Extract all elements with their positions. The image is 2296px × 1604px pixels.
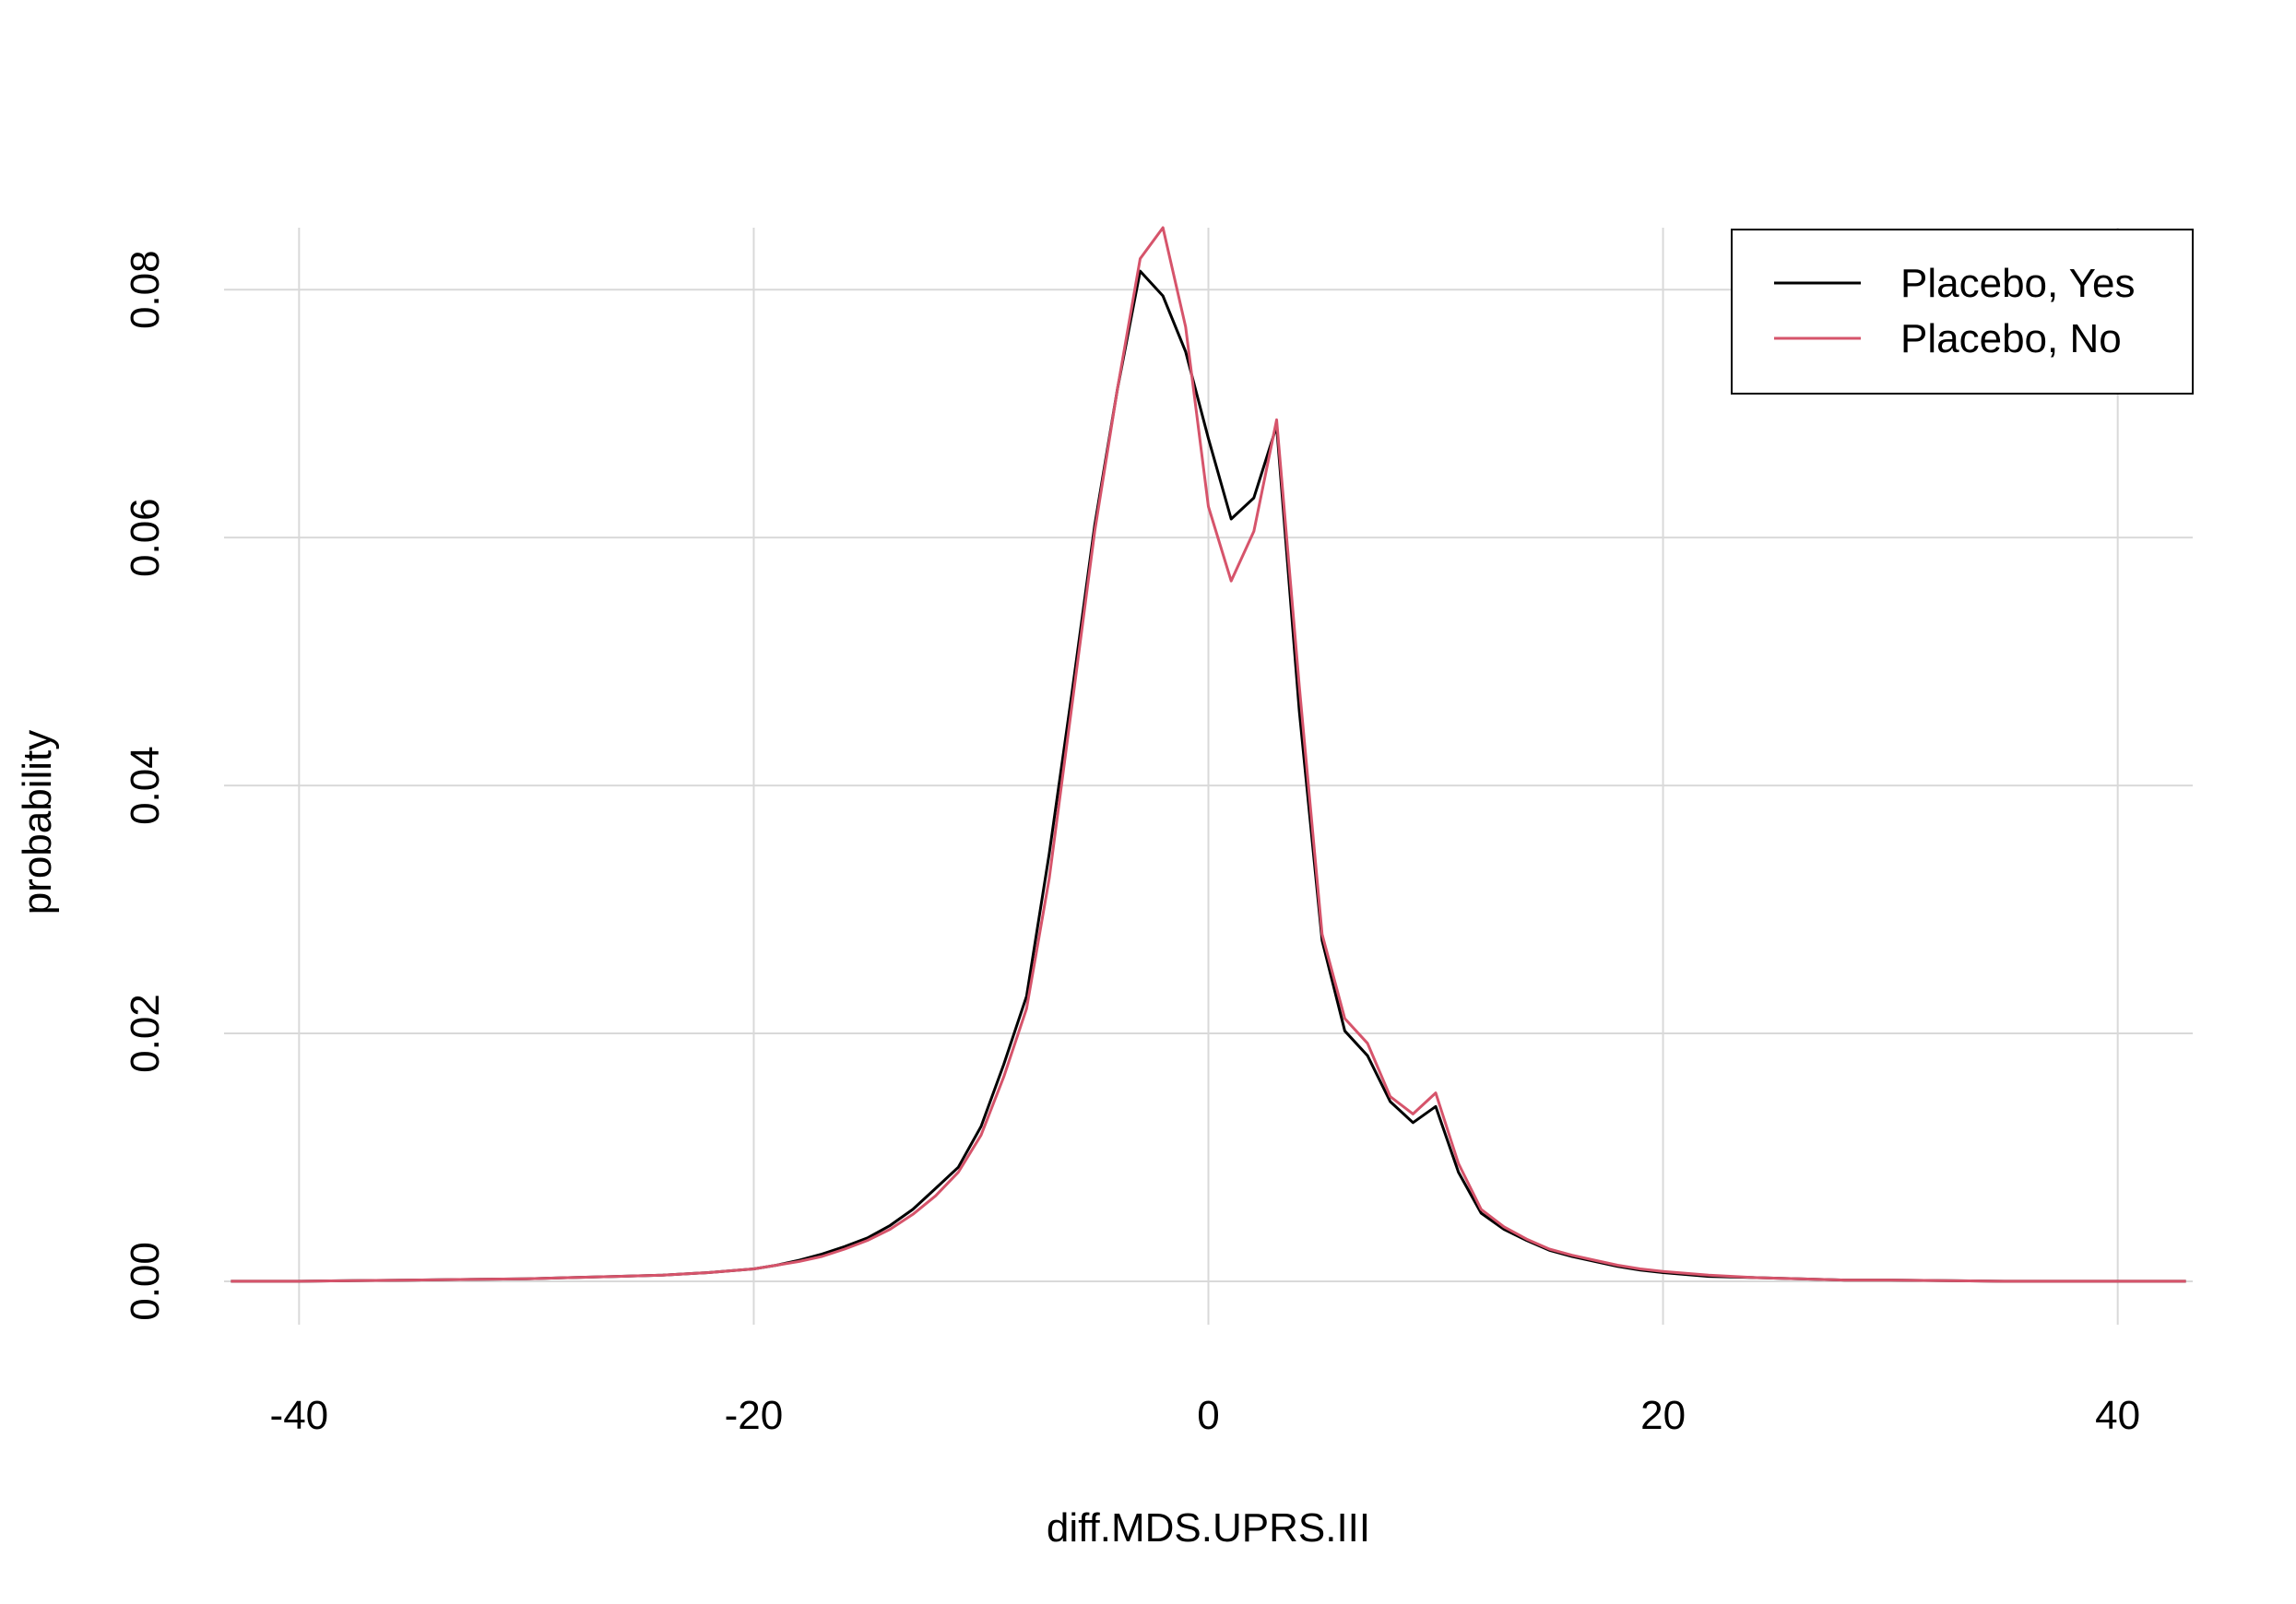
legend-label: Placebo, No	[1900, 316, 2122, 361]
y-tick-label: 0.08	[123, 250, 168, 329]
series-line-2	[231, 226, 2186, 1283]
y-tick-label: 0.02	[123, 994, 168, 1073]
series-lines	[231, 226, 2186, 1283]
legend-box	[1731, 229, 2194, 395]
y-tick-label: 0.06	[123, 498, 168, 577]
legend-label: Placebo, Yes	[1900, 261, 2135, 306]
y-tick-label: 0.00	[123, 1242, 168, 1321]
legend: Placebo, Yes Placebo, No	[1731, 229, 2194, 395]
y-axis-title: probability	[15, 730, 60, 915]
x-tick-label: 40	[2095, 1393, 2140, 1438]
legend-items: Placebo, Yes Placebo, No	[1774, 261, 2135, 361]
x-tick-label: -40	[270, 1393, 329, 1438]
x-tick-label: -20	[725, 1393, 784, 1438]
axes: -40 -20 0 20 40 0.00 0.02 0.04 0.06 0.08	[123, 250, 2140, 1438]
y-tick-label: 0.04	[123, 746, 168, 825]
x-tick-label: 0	[1197, 1393, 1219, 1438]
x-tick-label: 20	[1640, 1393, 1686, 1438]
x-axis-title: diff.MDS.UPRS.III	[1047, 1505, 1370, 1551]
